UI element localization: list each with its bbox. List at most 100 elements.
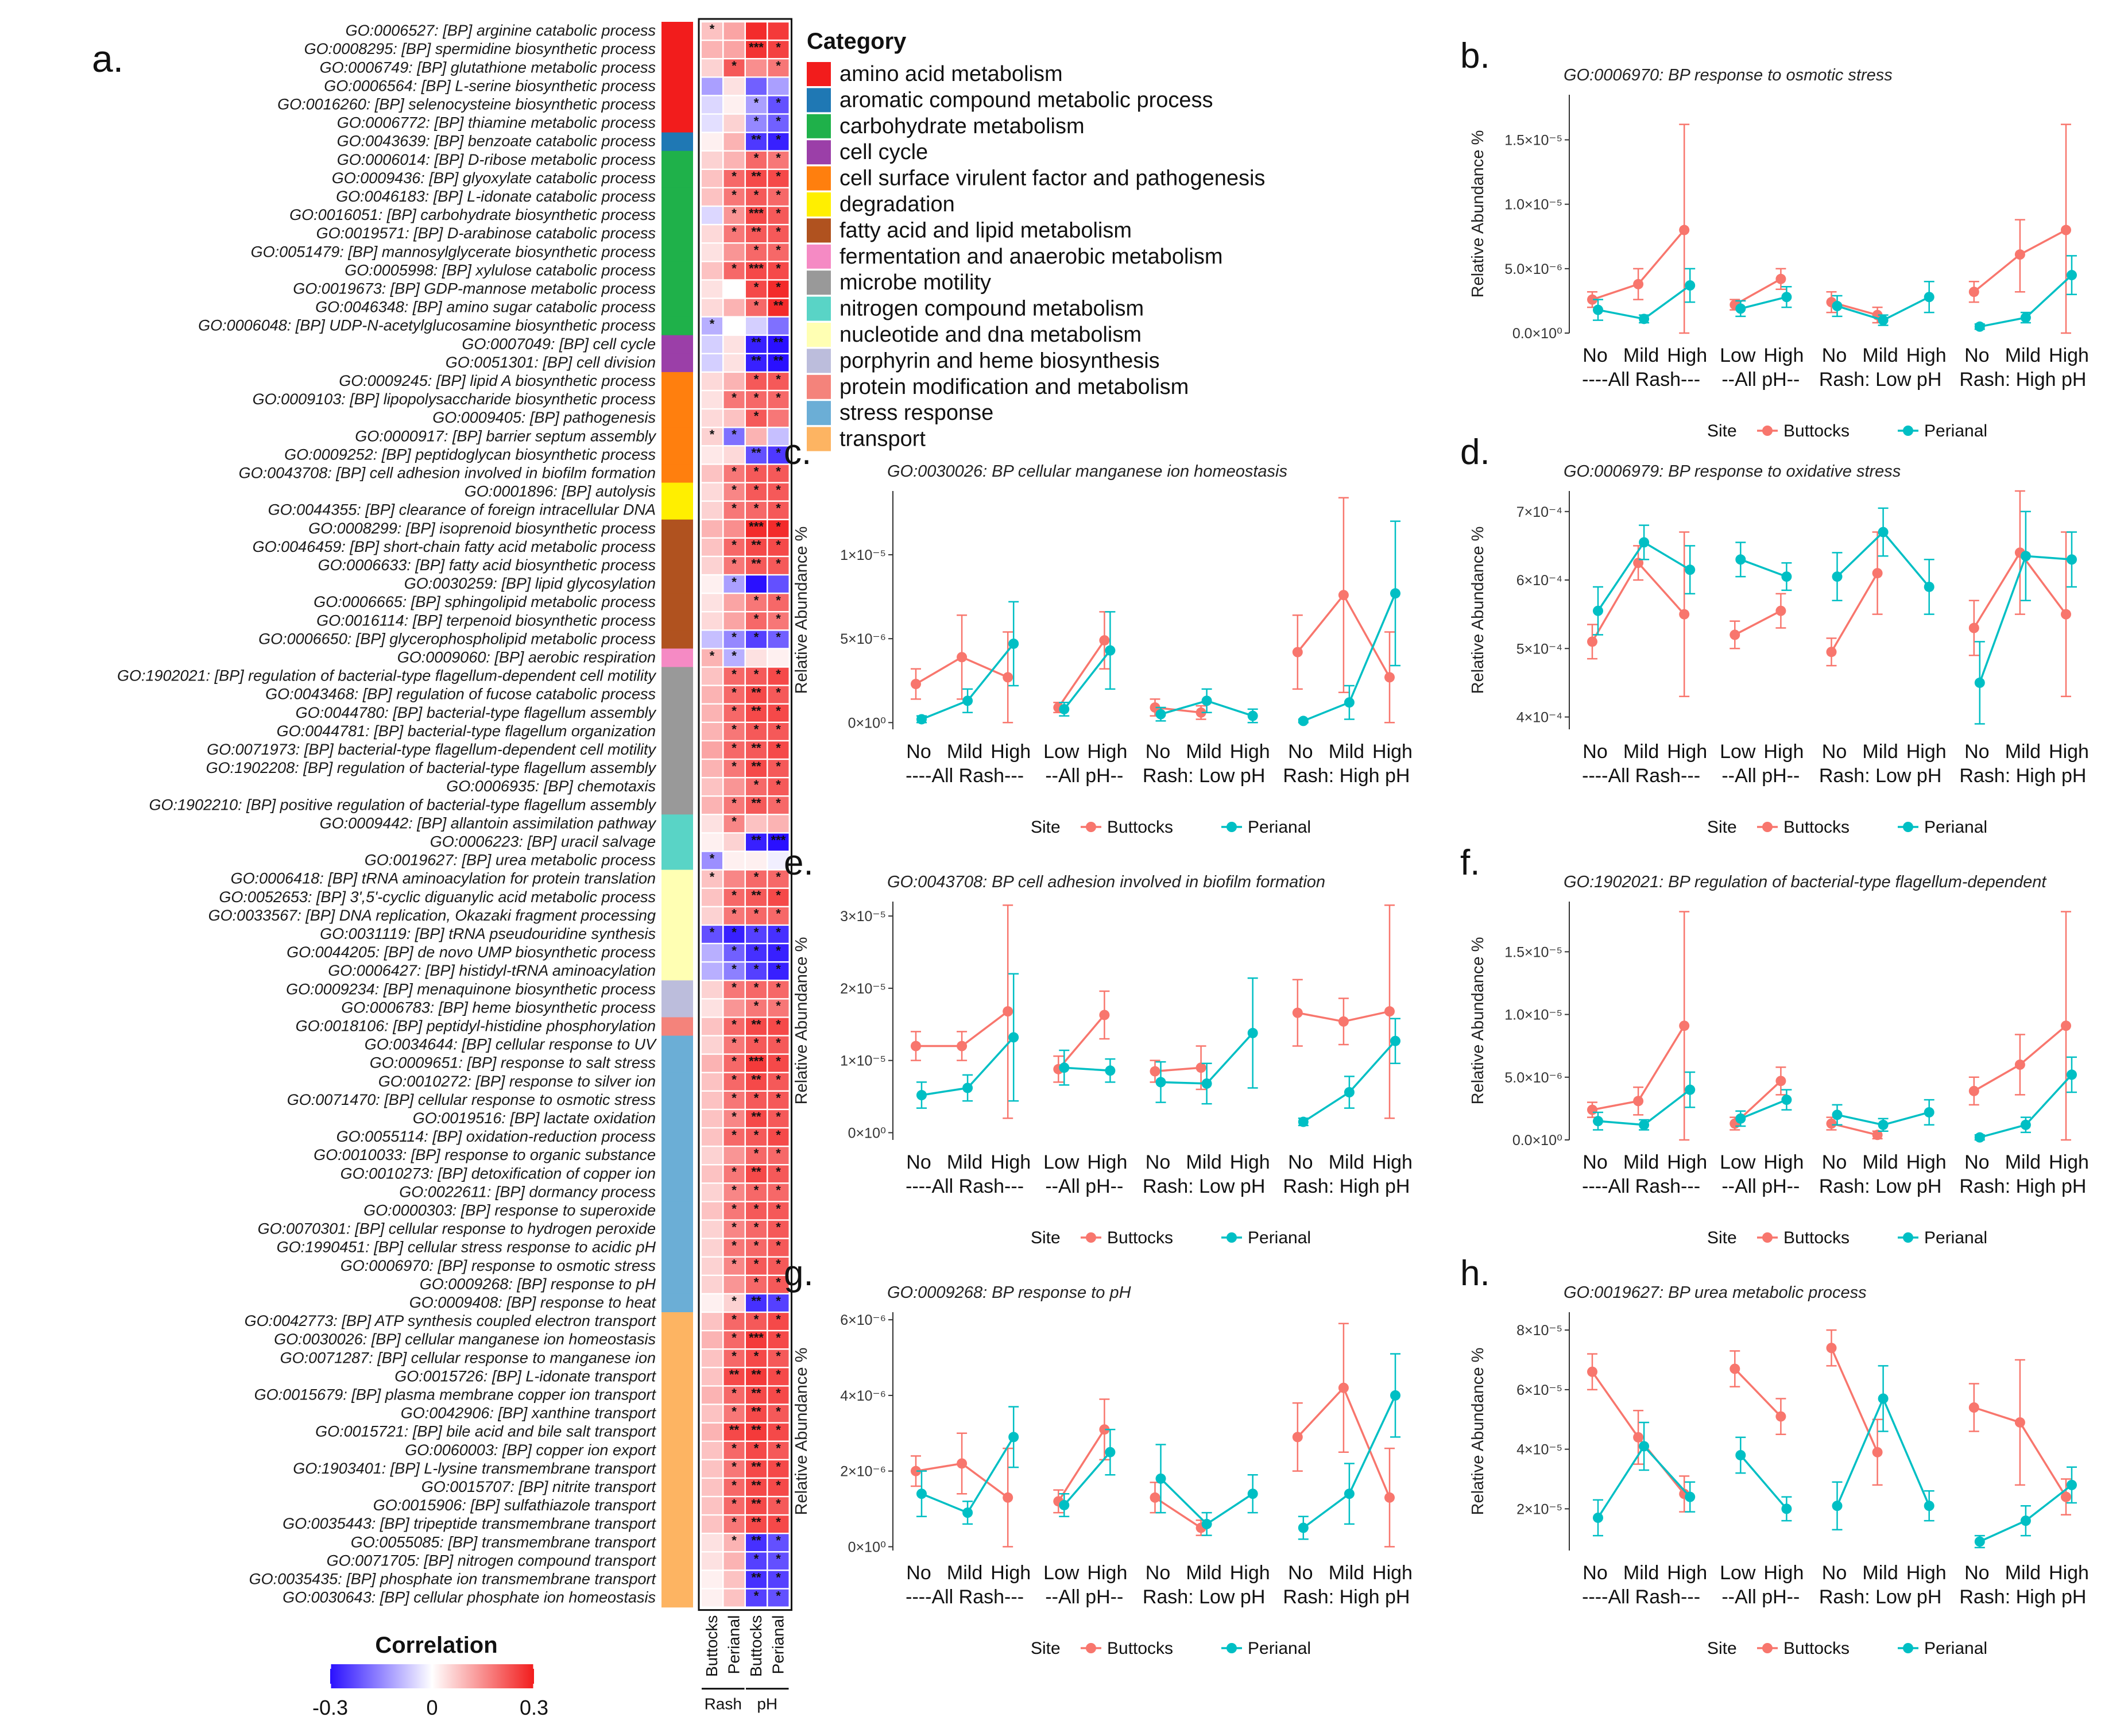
x-group-label: --All pH-- bbox=[1045, 765, 1123, 787]
heatmap-cell bbox=[702, 870, 722, 888]
y-tick-label: 0.0×10⁰ bbox=[1512, 326, 1562, 342]
heatmap-cell bbox=[746, 1405, 767, 1422]
heatmap-cell bbox=[702, 1018, 722, 1035]
heatmap-cell bbox=[746, 1165, 767, 1183]
significance-mark: * bbox=[754, 280, 759, 294]
data-point-perianal bbox=[1298, 716, 1309, 726]
significance-mark: * bbox=[732, 464, 737, 478]
heatmap-cell bbox=[723, 1571, 745, 1588]
data-point-buttocks bbox=[1826, 647, 1837, 658]
data-point-buttocks bbox=[1003, 672, 1013, 683]
heatmap-cell bbox=[702, 354, 722, 372]
category-legend-swatch bbox=[807, 114, 831, 138]
significance-mark: * bbox=[776, 759, 781, 774]
x-tick-label: Mild bbox=[1329, 1562, 1364, 1584]
significance-mark: * bbox=[776, 1017, 781, 1031]
significance-mark: * bbox=[732, 59, 737, 73]
significance-mark: * bbox=[776, 870, 781, 884]
significance-mark: * bbox=[754, 1239, 759, 1253]
x-group-label: Rash: Low pH bbox=[1143, 1176, 1266, 1197]
category-legend-swatch bbox=[807, 62, 831, 86]
category-bar-cell bbox=[661, 501, 693, 520]
x-tick-label: Low bbox=[1043, 1562, 1080, 1584]
category-legend-swatch bbox=[807, 270, 831, 295]
heatmap-cell bbox=[768, 612, 789, 630]
category-legend-label: carbohydrate metabolism bbox=[839, 114, 1085, 138]
data-point-buttocks bbox=[1775, 1411, 1786, 1422]
category-bar-cell bbox=[661, 759, 693, 778]
data-point-perianal bbox=[1247, 1488, 1258, 1499]
category-bar-cell bbox=[661, 1349, 693, 1368]
y-tick-label: 6×10⁻⁶ bbox=[840, 1312, 886, 1328]
heatmap-cell bbox=[702, 704, 722, 722]
data-point-buttocks bbox=[1679, 225, 1690, 235]
heatmap-row-label: GO:0035435: [BP] phosphate ion transmemb… bbox=[249, 1571, 657, 1588]
y-tick-label: 6×10⁻⁴ bbox=[1516, 573, 1562, 589]
x-group-label: ----All Rash--- bbox=[1582, 765, 1700, 787]
category-bar-cell bbox=[661, 95, 693, 115]
significance-mark: ** bbox=[751, 446, 761, 460]
significance-mark: ** bbox=[773, 335, 784, 350]
x-tick-label: Mild bbox=[947, 1151, 982, 1173]
category-legend-label: amino acid metabolism bbox=[839, 62, 1063, 86]
data-point-perianal bbox=[2067, 1479, 2077, 1490]
significance-mark: * bbox=[732, 1035, 737, 1050]
significance-mark: * bbox=[754, 778, 759, 792]
category-bar-cell bbox=[661, 740, 693, 760]
heatmap-cell bbox=[702, 1368, 722, 1386]
data-point-perianal bbox=[1593, 304, 1603, 315]
heatmap-column-label: Buttocks bbox=[747, 1615, 765, 1677]
significance-mark: * bbox=[732, 1331, 737, 1345]
category-legend-label: degradation bbox=[839, 192, 955, 216]
chart-panel-g: g. GO:0009268: BP response to pH 0×10⁰ 2×10… bbox=[784, 1254, 1413, 1658]
data-point-perianal bbox=[1974, 677, 1985, 688]
data-point-buttocks bbox=[1384, 1492, 1395, 1503]
heatmap-cell bbox=[746, 78, 767, 95]
panel-label-a: a. bbox=[92, 37, 123, 80]
x-tick-label: No bbox=[906, 1151, 931, 1173]
heatmap-frame bbox=[698, 18, 792, 1611]
heatmap-row-label: GO:0044355: [BP] clearance of foreign in… bbox=[268, 501, 656, 519]
significance-mark: ** bbox=[751, 1478, 761, 1493]
data-point-perianal bbox=[2020, 1119, 2031, 1130]
significance-mark: * bbox=[776, 501, 781, 516]
heatmap-cell bbox=[768, 1368, 789, 1386]
heatmap-cell bbox=[746, 1441, 767, 1459]
heatmap-row-label: GO:0009651: [BP] response to salt stress bbox=[370, 1054, 656, 1072]
category-bar-cell bbox=[661, 1515, 693, 1534]
heatmap-row-label: GO:1902021: [BP] regulation of bacterial… bbox=[117, 667, 657, 685]
data-point-perianal bbox=[1105, 645, 1116, 656]
heatmap-cell bbox=[723, 1589, 745, 1607]
legend-label: Buttocks bbox=[1783, 422, 1850, 440]
correlation-legend-title: Correlation bbox=[375, 1633, 497, 1658]
x-tick-label: Mild bbox=[1623, 345, 1659, 366]
heatmap-cell bbox=[702, 833, 722, 851]
heatmap-cell bbox=[768, 299, 789, 316]
category-bar-cell bbox=[661, 1404, 693, 1424]
significance-mark: * bbox=[776, 1220, 781, 1234]
category-bar-cell bbox=[661, 206, 693, 225]
category-bar-cell bbox=[661, 869, 693, 889]
heatmap-row-label: GO:0010033: [BP] response to organic sub… bbox=[314, 1146, 656, 1163]
category-legend-swatch bbox=[807, 401, 831, 426]
data-point-buttocks bbox=[1968, 623, 1979, 633]
heatmap-cell bbox=[746, 501, 767, 519]
significance-mark: * bbox=[776, 1515, 781, 1529]
data-point-perianal bbox=[1878, 527, 1889, 538]
data-point-perianal bbox=[1298, 1522, 1309, 1533]
category-bar-cell bbox=[661, 150, 693, 170]
heatmap-cell bbox=[723, 833, 745, 851]
significance-mark: * bbox=[710, 317, 715, 331]
category-bar-cell bbox=[661, 685, 693, 705]
heatmap-cell bbox=[702, 760, 722, 777]
heatmap-cell bbox=[768, 335, 789, 353]
series-line-buttocks bbox=[1155, 1066, 1201, 1073]
heatmap-row-label: GO:0031119: [BP] tRNA pseudouridine synt… bbox=[320, 925, 656, 942]
heatmap-cell bbox=[768, 944, 789, 961]
heatmap-row-label: GO:0009442: [BP] allantoin assimilation … bbox=[320, 814, 657, 832]
y-tick-label: 1.0×10⁻⁵ bbox=[1504, 1007, 1562, 1023]
heatmap-cell bbox=[702, 778, 722, 795]
heatmap-cell bbox=[723, 631, 745, 648]
data-point-perianal bbox=[962, 1507, 973, 1518]
heatmap-cell bbox=[702, 852, 722, 869]
